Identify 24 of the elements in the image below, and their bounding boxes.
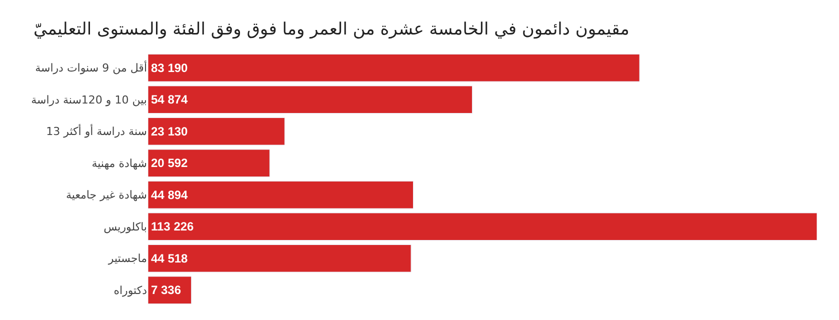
y-tick-label: سنة دراسة أو أكثر 13 [46, 124, 147, 138]
y-tick-label: شهادة غير جامعية [66, 188, 147, 202]
bar [148, 180, 414, 209]
data-label: 44 894 [151, 188, 188, 202]
data-label: 23 130 [151, 124, 188, 138]
data-label: 44 518 [151, 251, 188, 266]
data-label: 20 592 [151, 156, 188, 170]
bar [148, 54, 640, 82]
y-tick-label: بين 10 و 120سنة دراسة [31, 93, 147, 106]
bar [148, 86, 472, 114]
bar [148, 117, 285, 146]
bar [148, 149, 270, 178]
y-tick-label: دكتوراه [114, 284, 148, 297]
data-label: 83 190 [151, 60, 188, 75]
data-label: 113 226 [151, 220, 194, 234]
bar [148, 244, 412, 272]
data-label: 7 336 [151, 283, 182, 298]
chart-title: مقيمون دائمون في الخامسة عشرة من العمر وما فوق وفق الفئة والمستوى التعليميّ [34, 19, 630, 40]
y-tick-label: شهادة مهنية [92, 156, 147, 170]
data-label: 54 874 [151, 92, 188, 107]
bar [148, 212, 817, 241]
y-tick-label: ماجستير [107, 252, 148, 266]
y-tick-label: باكلوريس [104, 220, 147, 234]
y-tick-label: أقل من 9 سنوات دراسة [35, 60, 147, 75]
